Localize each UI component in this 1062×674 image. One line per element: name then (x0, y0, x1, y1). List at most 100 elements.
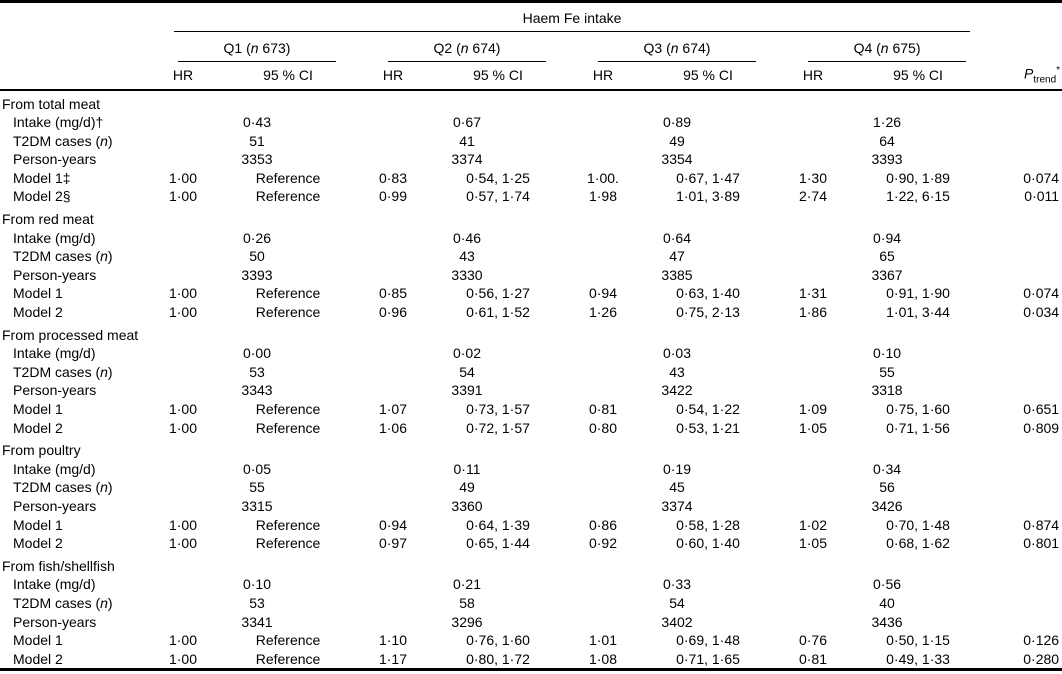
hr-value: 1·86 (798, 304, 828, 321)
row-label-italic: n (100, 248, 108, 265)
row-label-text: Intake (mg/d) (13, 345, 96, 362)
hr-value: 0·80 (588, 419, 618, 436)
row-label-text: Person-years (13, 613, 97, 630)
row-label: Intake (mg/d) (0, 344, 152, 363)
p-value-empty (992, 344, 1062, 363)
hr-value: 1·00 (168, 285, 198, 302)
ci-value: 0·75, 1·60 (886, 401, 950, 417)
quartile-n-italic: n (670, 39, 679, 56)
hr-value: 1·05 (798, 535, 828, 552)
quartile-value: 3367 (871, 266, 903, 283)
quartile-value: 49 (669, 132, 685, 149)
p-trend-subscript: trend (1033, 74, 1057, 86)
quartile-value: 0·43 (242, 114, 272, 131)
quartile-value: 3402 (661, 613, 693, 630)
section-title: From total meat (2, 95, 101, 112)
table-header: Haem Fe intake Q1 (n 673) Q2 (n 674) Q3 … (0, 2, 1062, 91)
row-label: Model 2 (0, 303, 152, 322)
hr-column-header: HR (362, 61, 424, 91)
ci-value: 0·71, 1·65 (676, 650, 740, 667)
p-value-empty (992, 266, 1062, 285)
ci-value: 0·80, 1·72 (466, 650, 530, 667)
ci-value: 0·71, 1·56 (886, 419, 950, 436)
table-row: T2DM cases (n) 51 41 49 64 (0, 132, 1062, 151)
quartile-value: 1·26 (873, 114, 902, 131)
quartile-value: 0·00 (242, 345, 272, 362)
ci-value: 0·57, 1·74 (466, 188, 530, 205)
quartile-value: 53 (249, 363, 265, 380)
row-label: Model 1 (0, 516, 152, 535)
table-row: Model 2 1·00 Reference 0·97 0·65, 1·44 0·92 0·… (0, 534, 1062, 553)
quartile-value: 3353 (241, 151, 273, 168)
row-label-text: Person-years (13, 497, 97, 514)
p-trend-value: 0·011 (1024, 188, 1060, 205)
p-value-empty (992, 229, 1062, 248)
quartile-value: 3422 (661, 382, 693, 399)
row-label-text: Intake (mg/d) (13, 229, 96, 246)
quartile-value: 3354 (661, 151, 693, 168)
row-label: Intake (mg/d) (0, 460, 152, 479)
p-value-empty (992, 613, 1062, 632)
quartile-value: 3374 (451, 151, 483, 168)
quartile-value: 43 (669, 363, 685, 380)
ci-value: Reference (255, 285, 321, 302)
section-row: From fish/shellfish (0, 553, 1062, 576)
section-row: From poultry (0, 437, 1062, 460)
row-label: Model 1‡ (0, 169, 152, 188)
ci-value: 0·54, 1·22 (676, 401, 740, 417)
ci-value: 0·68, 1·62 (886, 535, 950, 552)
ci-value: 0·75, 2·13 (676, 304, 740, 321)
row-label: Model 2 (0, 419, 152, 438)
p-value-empty (992, 150, 1062, 169)
hr-value: 1·08 (588, 650, 618, 667)
table-row: T2DM cases (n) 55 49 45 56 (0, 478, 1062, 497)
quartile-value: 3315 (241, 497, 273, 514)
p-trend-symbol: P (1024, 65, 1034, 82)
row-label-text: Model 1 (13, 516, 63, 533)
ci-column-header: 95 % CI (424, 61, 572, 91)
ci-value: 0·69, 1·48 (676, 632, 740, 649)
hr-value: 1·05 (798, 419, 828, 436)
hr-value: 1·26 (588, 304, 618, 321)
row-label-text: T2DM cases ( (13, 248, 101, 265)
ci-value: 0·91, 1·90 (886, 285, 950, 302)
ci-value: Reference (255, 401, 321, 417)
p-trend-value: 0·126 (1023, 632, 1060, 649)
p-trend-value: 0·651 (1023, 401, 1060, 417)
hr-value: 1·10 (378, 632, 408, 649)
quartile-label: 674) (468, 39, 501, 56)
table-row: T2DM cases (n) 53 58 54 40 (0, 594, 1062, 613)
quartile-value: 0·26 (242, 229, 272, 246)
row-label-text: Model 1 (13, 632, 63, 649)
quartile-value: 0·56 (873, 576, 902, 593)
row-label-text: T2DM cases ( (13, 594, 101, 611)
row-label: Model 1 (0, 631, 152, 650)
quartile-value: 0·02 (452, 345, 482, 362)
p-trend-value: 0·874 (1023, 516, 1060, 533)
p-trend-value: 0·280 (1023, 650, 1060, 667)
ci-value: 0·65, 1·44 (466, 535, 530, 552)
section-row: From total meat (0, 90, 1062, 114)
ci-value: 0·53, 1·21 (676, 419, 740, 436)
p-trend-value: 0·074 (1023, 169, 1060, 186)
row-label-text: Intake (mg/d) (13, 460, 96, 477)
quartile-value: 58 (459, 594, 475, 611)
quartile-value: 3385 (661, 266, 693, 283)
hr-value: 0·94 (378, 516, 408, 533)
quartile-value: 50 (249, 248, 265, 265)
quartile-value: 3330 (451, 266, 483, 283)
ci-value: 0·56, 1·27 (466, 285, 530, 302)
quartile-label: Q1 ( (223, 39, 251, 56)
ci-column-header: 95 % CI (214, 61, 362, 91)
p-trend-value: 0·801 (1023, 535, 1060, 552)
quartile-value: 3436 (871, 613, 903, 630)
ci-value: 0·58, 1·28 (676, 516, 740, 533)
hr-value: 1·00. (587, 169, 619, 186)
hr-value: 1·06 (378, 419, 408, 436)
table-row: Intake (mg/d) 0·10 0·21 0·33 0·56 (0, 575, 1062, 594)
blank-cell (992, 32, 1062, 62)
quartile-n-italic: n (880, 39, 889, 56)
row-label: Person-years (0, 381, 152, 400)
p-value-empty (992, 497, 1062, 516)
